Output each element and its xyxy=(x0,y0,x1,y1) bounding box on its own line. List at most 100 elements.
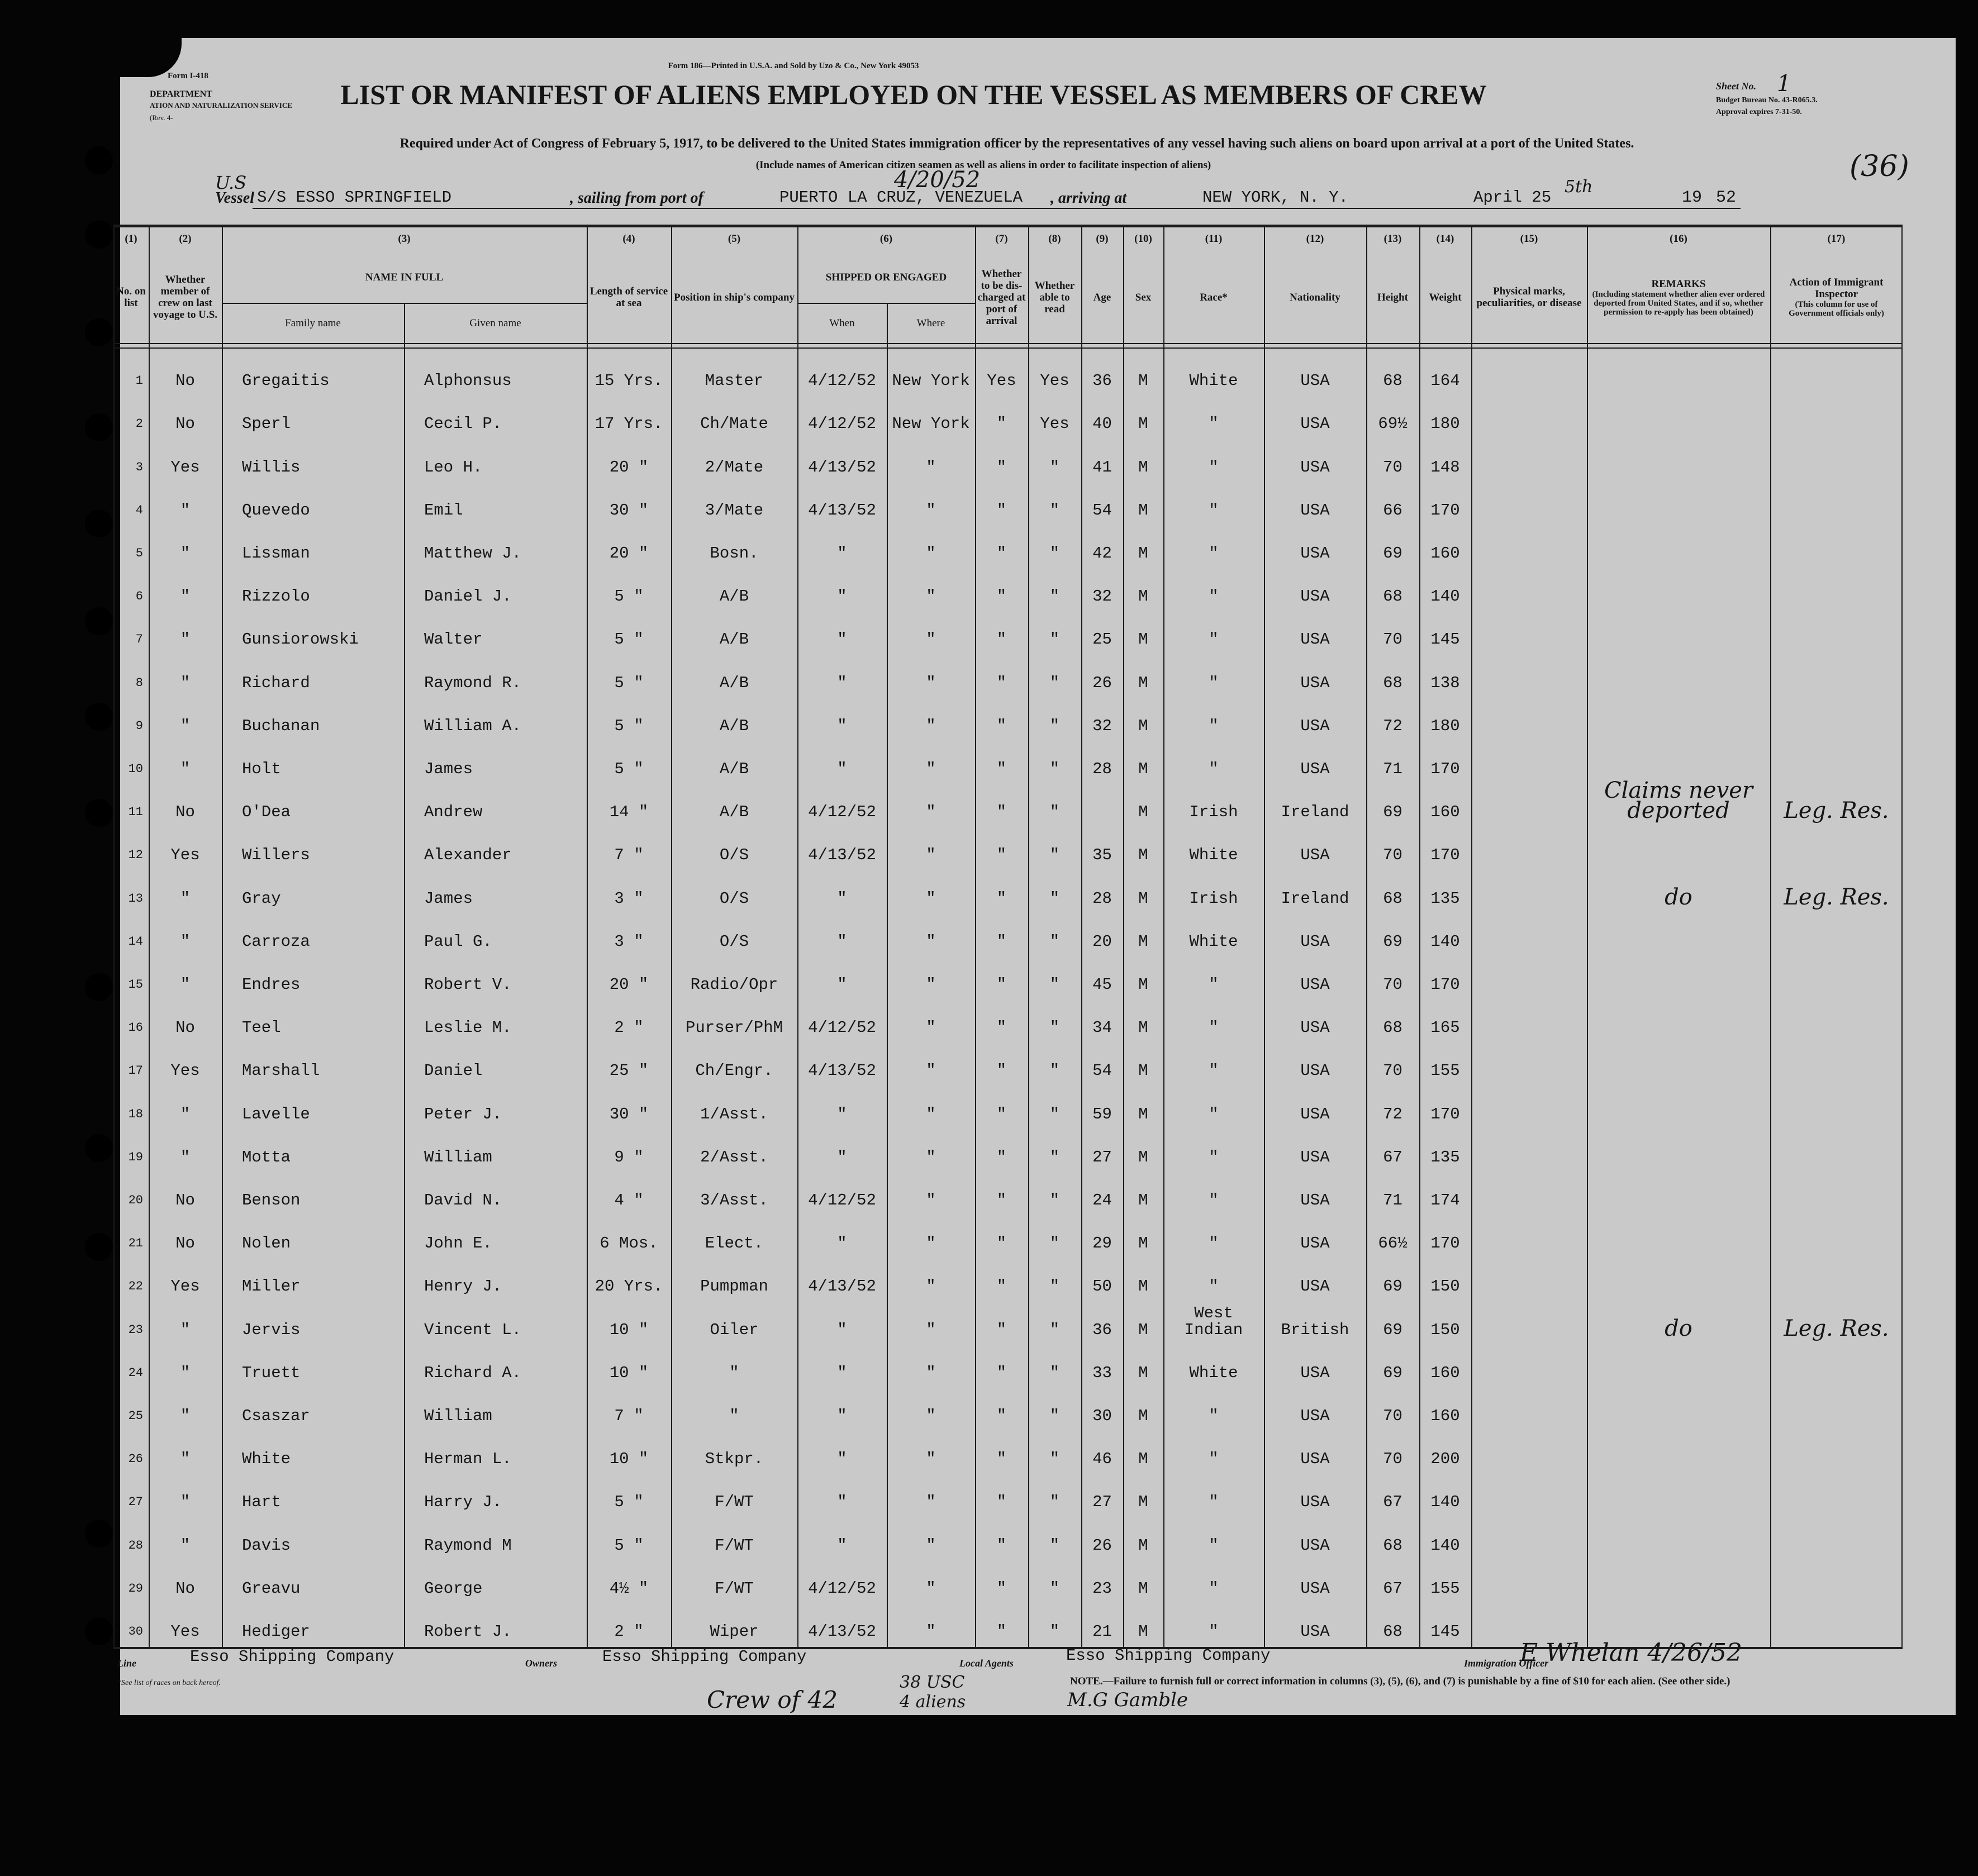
row-number: 5 xyxy=(135,546,143,560)
column-header: Age xyxy=(1081,251,1123,343)
crew-aliens: 4 aliens xyxy=(900,1692,966,1712)
sex: M xyxy=(1138,630,1148,649)
column-header: Action of Immigrant Inspector (This colum… xyxy=(1770,251,1903,343)
crew-member: " xyxy=(180,630,191,649)
nationality: USA xyxy=(1300,846,1330,865)
height: 68 xyxy=(1383,1536,1402,1555)
discharged: " xyxy=(996,846,1007,865)
nationality: USA xyxy=(1300,716,1330,735)
shipped-where: " xyxy=(926,803,936,822)
column-number: (3) xyxy=(398,233,411,245)
race: " xyxy=(1209,759,1219,778)
shipped-when: " xyxy=(837,975,847,994)
given-name: Walter xyxy=(424,630,483,649)
weight: 165 xyxy=(1430,1018,1460,1037)
age: 28 xyxy=(1092,889,1112,908)
punch-hole xyxy=(85,703,113,731)
race: White xyxy=(1189,846,1238,865)
race: " xyxy=(1209,1622,1219,1641)
shipped-when: " xyxy=(837,1147,847,1166)
column-number: (8) xyxy=(1048,233,1061,245)
position: O/S xyxy=(719,932,749,951)
sex: M xyxy=(1138,803,1148,822)
age: 33 xyxy=(1092,1363,1112,1382)
crew-member: " xyxy=(180,1363,191,1382)
weight: 140 xyxy=(1430,587,1460,606)
height: 70 xyxy=(1383,458,1402,477)
height: 68 xyxy=(1383,1622,1402,1641)
weight: 180 xyxy=(1430,716,1460,735)
nationality: USA xyxy=(1300,501,1330,520)
crew-member: " xyxy=(180,1450,191,1469)
able-to-read: " xyxy=(1049,1061,1060,1080)
shipped-when: 4/13/52 xyxy=(808,846,876,865)
height: 68 xyxy=(1383,587,1402,606)
position: Bosn. xyxy=(710,544,759,563)
row-number: 3 xyxy=(135,460,143,474)
shipped-when: " xyxy=(837,673,847,692)
crew-member: No xyxy=(175,803,195,822)
rule xyxy=(887,303,888,1647)
able-to-read: " xyxy=(1049,544,1060,563)
length-of-service: 7 " xyxy=(614,846,644,865)
row-number: 17 xyxy=(128,1064,143,1078)
weight: 138 xyxy=(1430,673,1460,692)
weight: 170 xyxy=(1430,501,1460,520)
sheet-number: 1 xyxy=(1777,71,1791,97)
weight: 180 xyxy=(1430,415,1460,434)
row-number: 12 xyxy=(128,848,143,863)
year-prefix: 19 xyxy=(1682,188,1703,207)
inspector-action: Leg. Res. xyxy=(1784,884,1889,910)
position: F/WT xyxy=(715,1536,754,1555)
penalty-note: NOTE.—Failure to furnish full or correct… xyxy=(1070,1675,1730,1687)
crew-member: " xyxy=(180,889,191,908)
approval: Approval expires 7-31-50. xyxy=(1716,108,1802,116)
position: Ch/Engr. xyxy=(695,1061,773,1080)
position: Master xyxy=(705,372,764,391)
shipped-where: " xyxy=(926,1363,936,1382)
height: 69 xyxy=(1383,932,1402,951)
age: 28 xyxy=(1092,759,1112,778)
weight: 150 xyxy=(1430,1320,1460,1339)
shipped-where: " xyxy=(926,544,936,563)
length-of-service: 9 " xyxy=(614,1147,644,1166)
rule xyxy=(1163,225,1164,1647)
position: A/B xyxy=(719,587,749,606)
shipped-when: " xyxy=(837,544,847,563)
weight: 135 xyxy=(1430,889,1460,908)
race: " xyxy=(1209,544,1219,563)
height: 69 xyxy=(1383,1277,1402,1296)
able-to-read: " xyxy=(1049,1147,1060,1166)
port: PUERTO LA CRUZ, VENEZUELA xyxy=(779,188,1023,207)
punch-hole xyxy=(85,510,113,537)
nationality: USA xyxy=(1300,1061,1330,1080)
position: A/B xyxy=(719,716,749,735)
race: Irish xyxy=(1189,803,1238,822)
family-name: Gray xyxy=(242,889,281,908)
crew-member: Yes xyxy=(170,1622,200,1641)
nationality: USA xyxy=(1300,1147,1330,1166)
able-to-read: Yes xyxy=(1040,372,1069,391)
sex: M xyxy=(1138,1104,1148,1123)
position: Pumpman xyxy=(700,1277,768,1296)
row-number: 14 xyxy=(128,934,143,949)
shipped-when: " xyxy=(837,1104,847,1123)
sex: M xyxy=(1138,1579,1148,1598)
column-label: Age xyxy=(1093,291,1111,303)
clerk-signature: M.G Gamble xyxy=(1067,1689,1188,1711)
discharged: " xyxy=(996,1061,1007,1080)
punch-hole xyxy=(85,413,113,441)
sex: M xyxy=(1138,846,1148,865)
discharged: " xyxy=(996,458,1007,477)
nationality: USA xyxy=(1300,1406,1330,1425)
rule xyxy=(113,225,115,1647)
nationality: USA xyxy=(1300,1104,1330,1123)
family-name: Holt xyxy=(242,759,281,778)
weight: 160 xyxy=(1430,803,1460,822)
height: 70 xyxy=(1383,1450,1402,1469)
rule xyxy=(113,347,1903,349)
position: A/B xyxy=(719,759,749,778)
shipped-where: " xyxy=(926,716,936,735)
nationality: Ireland xyxy=(1281,889,1349,908)
length-of-service: 5 " xyxy=(614,759,644,778)
